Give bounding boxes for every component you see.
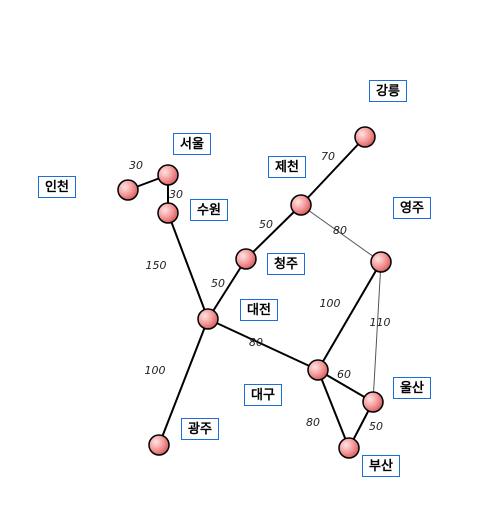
city-label-seoul: 서울: [173, 133, 211, 155]
edge-weight-daegu-ulsan: 60: [337, 368, 351, 381]
city-label-jecheon: 제천: [268, 156, 306, 178]
edge-weight-jecheon-cheongju: 50: [259, 218, 273, 231]
city-label-gwangju: 광주: [181, 418, 219, 440]
city-label-daegu: 대구: [244, 384, 282, 406]
node-seoul: [157, 164, 179, 186]
city-label-incheon: 인천: [38, 176, 76, 198]
edge-yeongju-daegu: [317, 261, 382, 371]
edge-jecheon-yeongju: [300, 204, 382, 263]
city-label-yeongju: 영주: [393, 197, 431, 219]
city-label-ulsan: 울산: [393, 377, 431, 399]
edge-weight-yeongju-ulsan: 110: [370, 316, 391, 329]
city-label-busan: 부산: [362, 455, 400, 477]
edge-weight-daegu-busan: 80: [306, 416, 320, 429]
edge-yeongju-ulsan: [372, 261, 382, 403]
node-busan: [338, 437, 360, 459]
edge-weight-yeongju-daegu: 100: [320, 297, 341, 310]
edge-cheongju-daejeon: [207, 258, 247, 320]
node-jecheon: [290, 194, 312, 216]
node-cheongju: [235, 248, 257, 270]
edge-weight-jecheon-gangneung: 70: [321, 150, 335, 163]
edge-weight-suwon-daejeon: 150: [146, 259, 167, 272]
edge-weight-cheongju-daejeon: 50: [211, 277, 225, 290]
edge-daegu-busan: [317, 369, 350, 449]
node-gangneung: [354, 126, 376, 148]
edge-jecheon-cheongju: [245, 204, 302, 260]
edge-weight-seoul-suwon: 30: [169, 188, 183, 201]
edge-suwon-daejeon: [167, 212, 209, 320]
edge-weight-jecheon-yeongju: 80: [333, 224, 347, 237]
edge-weight-daejeon-gwangju: 100: [145, 364, 166, 377]
weights-layer: 30 30 150 50 50 70 80 100 110 80 100 60 80 50: [129, 150, 391, 433]
edge-jecheon-gangneung: [300, 136, 366, 206]
edge-daejeon-gwangju: [158, 318, 209, 446]
node-suwon: [157, 202, 179, 224]
edge-weight-ulsan-busan: 50: [369, 420, 383, 433]
nodes-layer: [117, 126, 392, 459]
city-label-cheongju: 청주: [267, 253, 305, 275]
city-label-gangneung: 강릉: [369, 80, 407, 102]
edge-daejeon-daegu: [207, 318, 319, 371]
edge-weight-daejeon-daegu: 80: [249, 336, 263, 349]
edge-weight-incheon-seoul: 30: [129, 159, 143, 172]
city-label-daejeon: 대전: [240, 299, 278, 321]
city-label-suwon: 수원: [190, 199, 228, 221]
node-incheon: [117, 179, 139, 201]
node-daejeon: [197, 308, 219, 330]
node-gwangju: [148, 434, 170, 456]
node-yeongju: [370, 251, 392, 273]
node-daegu: [307, 359, 329, 381]
node-ulsan: [362, 391, 384, 413]
